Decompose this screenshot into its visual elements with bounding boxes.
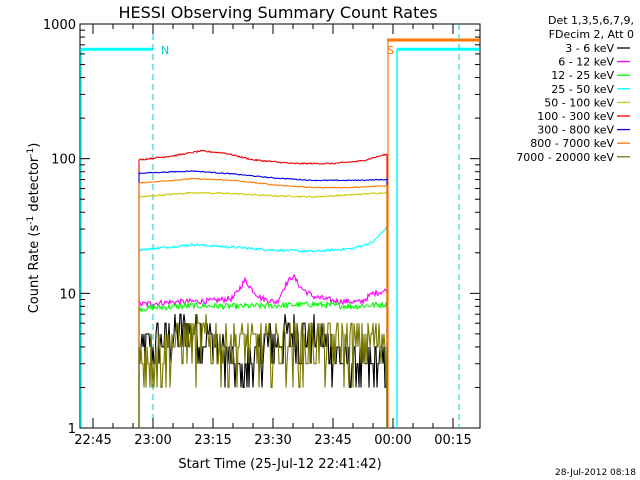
- y-tick-label: 100: [51, 153, 76, 168]
- legend-label: 50 - 100 keV: [544, 96, 614, 109]
- series-line-6: [138, 170, 388, 428]
- series-group: [138, 149, 388, 428]
- chart-title: HESSI Observing Summary Count Rates: [118, 3, 437, 22]
- y-axis-label: Count Rate (s-1 detector-1): [26, 143, 42, 314]
- legend-label: 100 - 300 keV: [537, 110, 614, 123]
- y-tick-label: 1000: [43, 18, 76, 33]
- x-tick-label: 23:45: [314, 433, 351, 448]
- series-line-1: [138, 273, 388, 428]
- series-line-7: [138, 177, 388, 428]
- series-line-8: [138, 314, 388, 428]
- legend-label: 12 - 25 keV: [551, 69, 614, 82]
- legend: Det 1,3,5,6,7,9, FDecim 2, Att 0 3 - 6 k…: [516, 14, 634, 164]
- series-line-0: [138, 313, 388, 428]
- series-line-3: [138, 226, 388, 428]
- x-tick-label: 23:15: [194, 433, 231, 448]
- x-tick-label: 23:00: [134, 433, 171, 448]
- x-axis-label: Start Time (25-Jul-12 22:41:42): [178, 457, 381, 472]
- plot-frame: [79, 23, 481, 429]
- y-tick-label: 10: [59, 287, 76, 302]
- x-tick-label: 23:30: [254, 433, 291, 448]
- legend-label: 300 - 800 keV: [537, 124, 614, 137]
- x-tick-label: 22:45: [74, 433, 111, 448]
- legend-label: 6 - 12 keV: [558, 56, 614, 69]
- span-group: [80, 24, 479, 428]
- y-tick-label: 1: [68, 422, 76, 437]
- legend-label: 7000 - 20000 keV: [516, 151, 614, 164]
- legend-header-line-1: Det 1,3,5,6,7,9,: [548, 14, 634, 27]
- axis-frame-group: [79, 23, 481, 429]
- annotation-N: N: [161, 44, 169, 57]
- x-tick-label: 00:15: [434, 433, 471, 448]
- legend-header-line-2: FDecim 2, Att 0: [549, 28, 634, 41]
- x-tick-label: 00:00: [374, 433, 411, 448]
- legend-label: 800 - 7000 keV: [530, 137, 614, 150]
- annotation-S: S: [387, 44, 394, 57]
- series-line-2: [138, 300, 388, 428]
- tick-label-group: 1 10 100 1000 22:45 23:00 23:15 23:30 23:45 00:00…: [43, 18, 480, 448]
- timestamp: 28-Jul-2012 08:18: [555, 468, 636, 478]
- series-line-5: [138, 149, 388, 428]
- legend-label: 25 - 50 keV: [551, 83, 614, 96]
- series-line-4: [138, 191, 388, 428]
- legend-label: 3 - 6 keV: [565, 42, 614, 55]
